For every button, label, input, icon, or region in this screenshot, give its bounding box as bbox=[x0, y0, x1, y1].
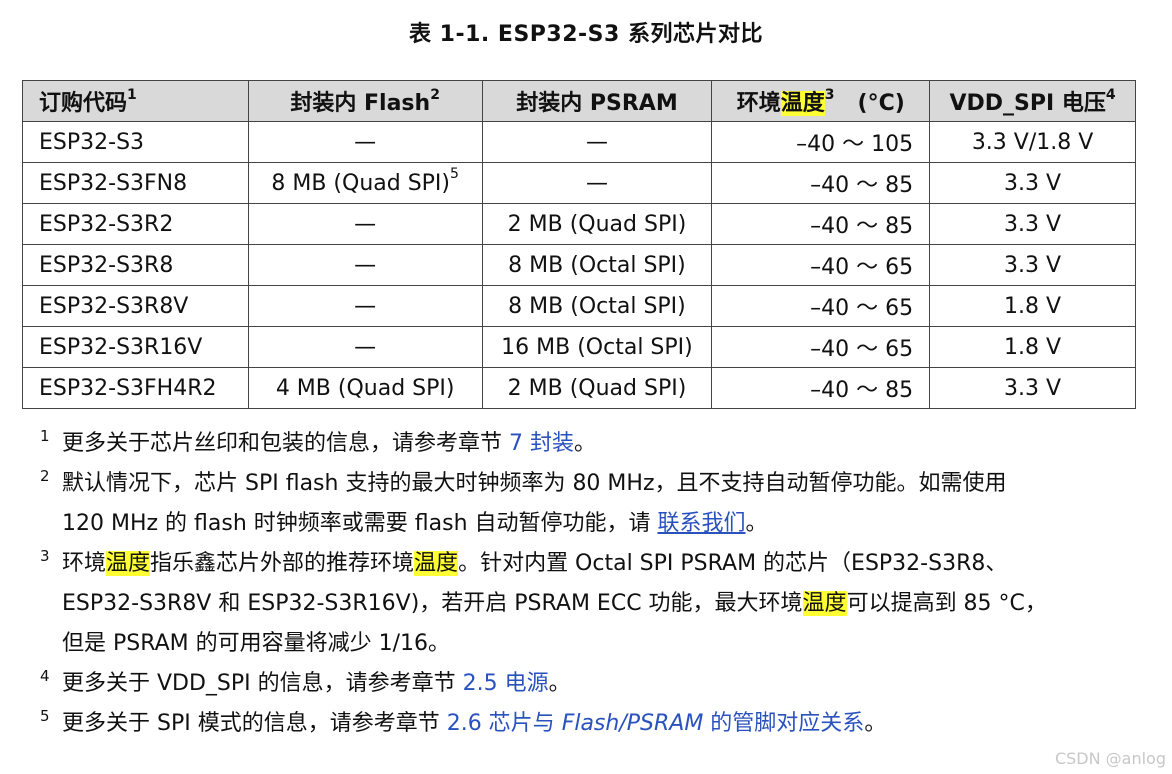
cell-flash: 4 MB (Quad SPI) bbox=[247, 367, 483, 409]
footnotes: 1 更多关于芯片丝印和包装的信息，请参考章节 7 封装。 2 默认情况下，芯片 … bbox=[40, 424, 1140, 744]
footnote-ref[interactable]: 5 bbox=[450, 166, 459, 183]
header-temperature: 环境温度3 (°C) bbox=[711, 80, 931, 122]
cell-psram: 8 MB (Octal SPI) bbox=[481, 285, 713, 327]
cell-flash: — bbox=[247, 203, 483, 245]
cell-flash: — bbox=[247, 121, 483, 163]
cell-flash: 8 MB (Quad SPI)5 bbox=[247, 162, 483, 204]
cell-code: ESP32-S3R16V bbox=[22, 326, 249, 368]
cell-psram: 16 MB (Octal SPI) bbox=[481, 326, 713, 368]
table-row: ESP32-S3FN8 8 MB (Quad SPI)5 — –40 ～ 85 … bbox=[22, 162, 1136, 204]
link-contact-us[interactable]: 联系我们 bbox=[657, 511, 746, 536]
cell-code: ESP32-S3FH4R2 bbox=[22, 367, 249, 409]
cell-flash: — bbox=[247, 244, 483, 286]
cell-temperature: –40 ～ 85 bbox=[711, 162, 931, 204]
table-row: ESP32-S3R8V — 8 MB (Octal SPI) –40 ～ 65 … bbox=[22, 285, 1136, 327]
cell-flash: — bbox=[247, 326, 483, 368]
footnote-ref[interactable]: 2 bbox=[430, 86, 440, 103]
cell-vdd: 1.8 V bbox=[929, 326, 1136, 368]
cell-temperature: –40 ～ 65 bbox=[711, 285, 931, 327]
table-row: ESP32-S3R8 — 8 MB (Octal SPI) –40 ～ 65 3… bbox=[22, 244, 1136, 286]
footnote-number: 3 bbox=[40, 547, 50, 565]
table-row: ESP32-S3 — — –40 ～ 105 3.3 V/1.8 V bbox=[22, 121, 1136, 163]
table-row: ESP32-S3R2 — 2 MB (Quad SPI) –40 ～ 85 3.… bbox=[22, 203, 1136, 245]
footnote-2: 2 默认情况下，芯片 SPI flash 支持的最大时钟频率为 80 MHz，且… bbox=[40, 464, 1140, 544]
header-flash: 封装内 Flash2 bbox=[247, 80, 483, 122]
cell-psram: — bbox=[481, 162, 713, 204]
cell-psram: — bbox=[481, 121, 713, 163]
cell-vdd: 1.8 V bbox=[929, 285, 1136, 327]
cell-flash: — bbox=[247, 285, 483, 327]
cell-code: ESP32-S3 bbox=[22, 121, 249, 163]
footnote-ref[interactable]: 4 bbox=[1105, 86, 1116, 103]
highlight: 温度 bbox=[802, 591, 847, 616]
cell-temperature: –40 ～ 65 bbox=[711, 244, 931, 286]
cell-temperature: –40 ～ 85 bbox=[711, 367, 931, 409]
cell-vdd: 3.3 V bbox=[929, 203, 1136, 245]
header-psram: 封装内 PSRAM bbox=[481, 80, 713, 122]
cell-temperature: –40 ～ 65 bbox=[711, 326, 931, 368]
footnote-number: 2 bbox=[40, 467, 50, 485]
footnote-ref[interactable]: 1 bbox=[127, 86, 137, 103]
highlight: 温度 bbox=[780, 91, 825, 116]
table-title: 表 1-1. ESP32-S3 系列芯片对比 bbox=[409, 22, 763, 47]
cell-code: ESP32-S3R8V bbox=[22, 285, 249, 327]
cell-psram: 8 MB (Octal SPI) bbox=[481, 244, 713, 286]
footnote-number: 4 bbox=[40, 667, 50, 685]
footnote-4: 4 更多关于 VDD_SPI 的信息，请参考章节 2.5 电源。 bbox=[40, 664, 1140, 704]
footnote-ref[interactable]: 3 bbox=[824, 86, 835, 103]
table-header-row: 订购代码1 封装内 Flash2 封装内 PSRAM 环境温度3 (°C) VD… bbox=[22, 80, 1136, 122]
cell-temperature: –40 ～ 105 bbox=[711, 121, 931, 163]
highlight: 温度 bbox=[106, 551, 151, 576]
cell-psram: 2 MB (Quad SPI) bbox=[481, 203, 713, 245]
cell-code: ESP32-S3R2 bbox=[22, 203, 249, 245]
cell-code: ESP32-S3R8 bbox=[22, 244, 249, 286]
footnote-5: 5 更多关于 SPI 模式的信息，请参考章节 2.6 芯片与 Flash/PSR… bbox=[40, 704, 1140, 744]
footnote-number: 1 bbox=[40, 427, 50, 445]
comparison-table: 订购代码1 封装内 Flash2 封装内 PSRAM 环境温度3 (°C) VD… bbox=[22, 80, 1136, 409]
cell-code: ESP32-S3FN8 bbox=[22, 162, 249, 204]
footnote-3: 3 环境温度指乐鑫芯片外部的推荐环境温度。针对内置 Octal SPI PSRA… bbox=[40, 544, 1140, 664]
cell-psram: 2 MB (Quad SPI) bbox=[481, 367, 713, 409]
header-order-code: 订购代码1 bbox=[22, 80, 249, 122]
header-vdd-spi: VDD_SPI 电压4 bbox=[929, 80, 1136, 122]
footnote-number: 5 bbox=[40, 707, 50, 725]
highlight: 温度 bbox=[414, 551, 459, 576]
table-row: ESP32-S3FH4R2 4 MB (Quad SPI) 2 MB (Quad… bbox=[22, 367, 1136, 409]
footnote-1: 1 更多关于芯片丝印和包装的信息，请参考章节 7 封装。 bbox=[40, 424, 1140, 464]
link-power-supply[interactable]: 2.5 电源 bbox=[462, 671, 549, 696]
cell-vdd: 3.3 V bbox=[929, 367, 1136, 409]
cell-vdd: 3.3 V bbox=[929, 162, 1136, 204]
link-packaging[interactable]: 7 封装 bbox=[509, 431, 574, 456]
cell-vdd: 3.3 V bbox=[929, 244, 1136, 286]
cell-temperature: –40 ～ 85 bbox=[711, 203, 931, 245]
cell-vdd: 3.3 V/1.8 V bbox=[929, 121, 1136, 163]
link-pin-mapping[interactable]: 2.6 芯片与 Flash/PSRAM 的管脚对应关系 bbox=[446, 711, 865, 736]
table-row: ESP32-S3R16V — 16 MB (Octal SPI) –40 ～ 6… bbox=[22, 326, 1136, 368]
watermark: CSDN @anlog bbox=[1054, 749, 1166, 768]
